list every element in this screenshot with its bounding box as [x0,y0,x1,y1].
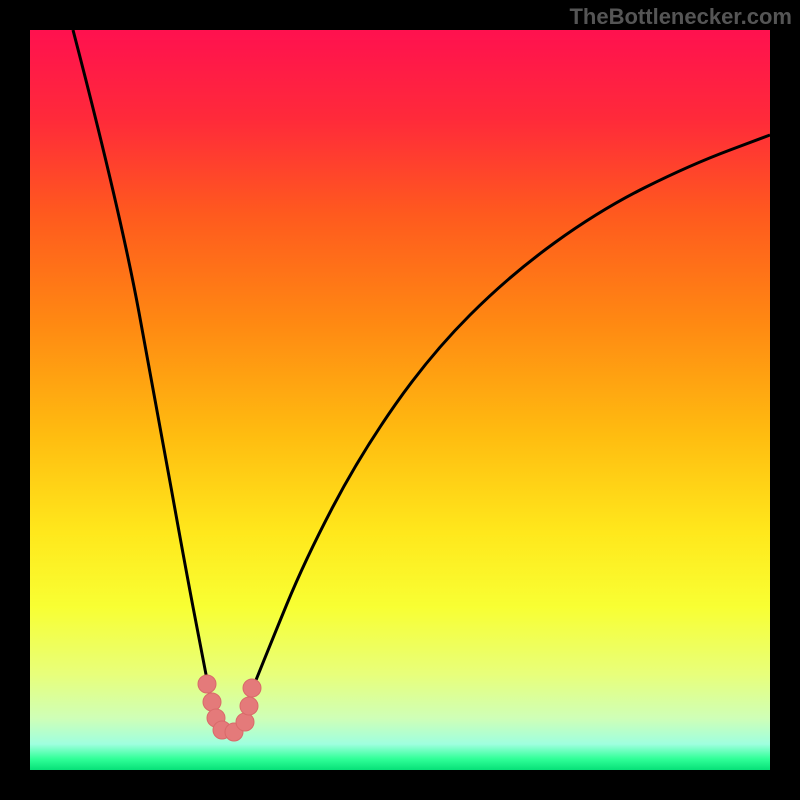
marker-point [243,679,261,697]
marker-point [203,693,221,711]
marker-point [236,713,254,731]
chart-svg [0,0,800,800]
marker-point [198,675,216,693]
watermark-text: TheBottlenecker.com [569,4,792,30]
chart-root: TheBottlenecker.com [0,0,800,800]
marker-point [240,697,258,715]
